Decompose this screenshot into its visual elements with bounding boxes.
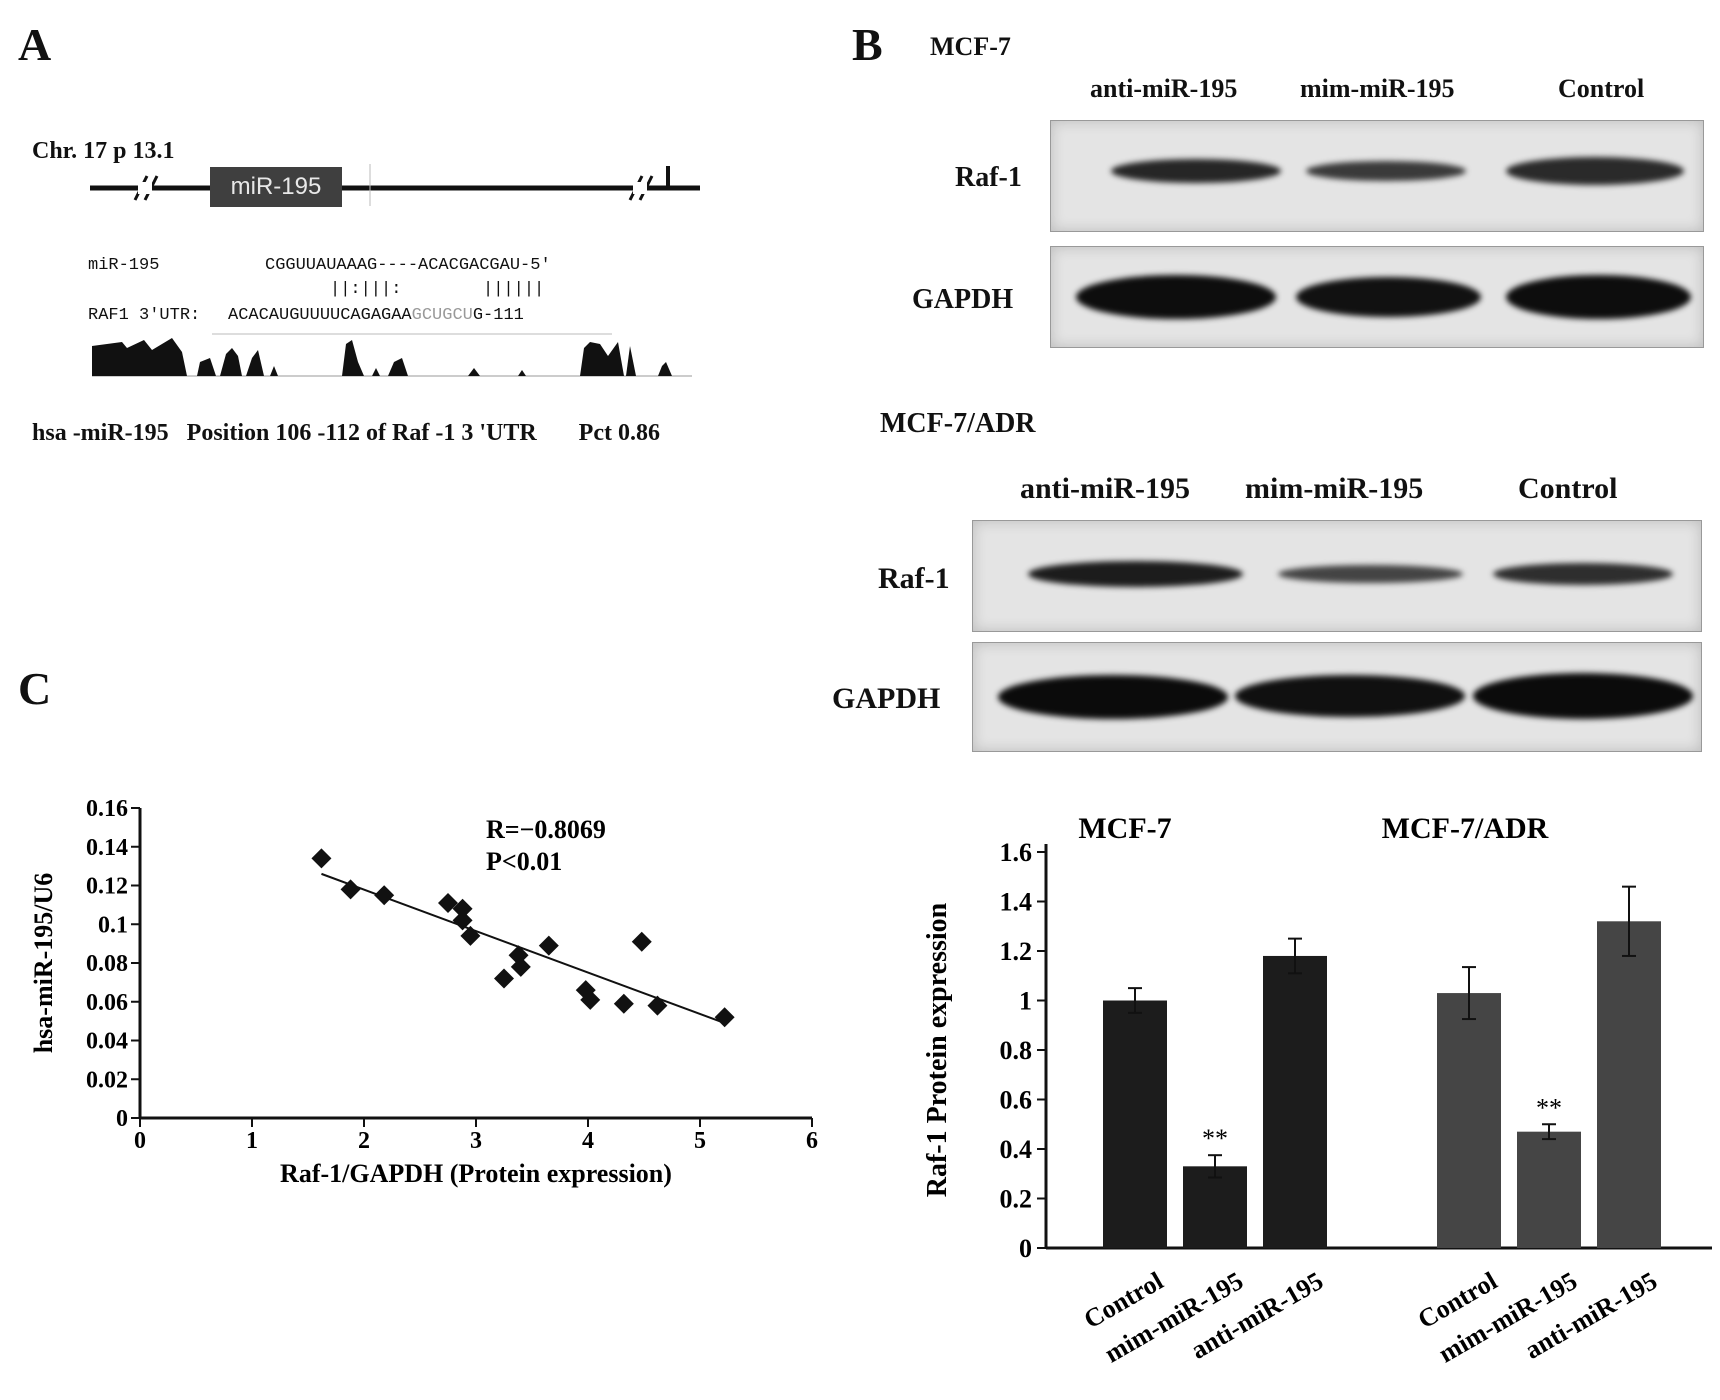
bar-y-axis-label: Raf-1 Protein expression <box>922 902 953 1197</box>
scatter-x-tick-label: 3 <box>470 1128 482 1154</box>
bar <box>1183 1166 1247 1248</box>
scatter-y-tick-label: 0.16 <box>86 796 128 822</box>
scatter-point <box>714 1007 735 1028</box>
mir-195-sequence: CGGUUAUAAAG----ACACGACGAU-5' <box>265 256 551 275</box>
scatter-point <box>374 885 395 906</box>
scatter-plot: 0 0.02 0.04 0.06 0.08 0.1 0.12 0.14 0.16 0 1 2 3 4 5 6 R… <box>29 796 818 1188</box>
scatter-y-tick-label: 0.08 <box>86 951 128 977</box>
blot2-raf1-band-control <box>1493 563 1673 585</box>
bar <box>1103 1000 1167 1248</box>
bar-y-tick-label: 1.2 <box>1000 937 1033 966</box>
scatter-point <box>580 989 601 1010</box>
blot2-lane-anti: anti-miR-195 <box>1020 472 1190 505</box>
scatter-y-tick-label: 0.06 <box>86 990 128 1016</box>
blot2-raf1-label: Raf-1 <box>878 562 950 595</box>
scatter-point <box>631 931 652 952</box>
blot2-gapdh-label: GAPDH <box>832 682 941 715</box>
target-site-caption: hsa -miR-195 Position 106 -112 of Raf -1… <box>32 420 660 446</box>
scatter-point <box>311 848 332 869</box>
scatter-x-tick-label: 4 <box>582 1128 594 1154</box>
blot1-gapdh-band-mim <box>1296 277 1481 317</box>
scatter-point <box>613 993 634 1014</box>
panel-b-letter: B <box>852 19 883 70</box>
chromosome-label: Chr. 17 p 13.1 <box>32 138 175 164</box>
bar <box>1597 921 1661 1248</box>
scatter-point <box>494 968 514 989</box>
scatter-point <box>510 956 531 977</box>
base-pairing-marks: ||:|||: |||||| <box>330 280 545 299</box>
blot2-gapdh-band-anti <box>998 675 1228 719</box>
blot2-lane-mim: mim-miR-195 <box>1245 472 1424 505</box>
blot2-cell-line: MCF-7/ADR <box>880 408 1036 439</box>
bar-y-tick-label: 0.6 <box>1000 1086 1033 1115</box>
blot1-raf1-band-mim <box>1306 161 1466 181</box>
bar-y-tick-label: 0.2 <box>1000 1185 1033 1214</box>
scatter-point <box>340 879 361 900</box>
bar <box>1437 993 1501 1248</box>
blot1-raf1-band-anti <box>1111 159 1281 183</box>
blot2-raf1-band-anti <box>1028 561 1243 587</box>
scatter-x-tick-label: 1 <box>246 1128 258 1154</box>
scatter-y-tick-label: 0.12 <box>86 874 128 900</box>
scatter-y-tick-label: 0.04 <box>86 1029 128 1055</box>
blot2-gapdh-band-control <box>1473 673 1693 719</box>
scatter-x-tick-label: 2 <box>358 1128 370 1154</box>
scatter-y-axis-label: hsa-miR-195/U6 <box>29 873 58 1054</box>
scatter-y-tick-label: 0.02 <box>86 1067 128 1093</box>
mir-195-seq-label: miR-195 <box>88 256 160 275</box>
bar <box>1517 1131 1581 1248</box>
bar-y-tick-label: 1 <box>1019 987 1032 1016</box>
panel-c-letter: C <box>18 663 52 714</box>
blot1-lane-anti: anti-miR-195 <box>1090 74 1238 103</box>
blot2-gapdh-membrane <box>972 642 1702 752</box>
scatter-r-value: R=−0.8069 <box>486 815 606 844</box>
blot1-raf1-membrane <box>1050 120 1704 232</box>
scatter-y-tick-label: 0.14 <box>86 835 128 861</box>
significance-marker: ** <box>1202 1124 1228 1153</box>
bar-group-title: MCF-7 <box>1078 812 1171 845</box>
scatter-x-tick-label: 5 <box>694 1128 706 1154</box>
mir-195-gene-box: miR-195 <box>210 167 342 207</box>
panel-a-letter: A <box>18 19 52 70</box>
significance-marker: ** <box>1536 1093 1562 1122</box>
scatter-p-value: P<0.01 <box>486 847 562 876</box>
bar-y-tick-label: 0.4 <box>1000 1135 1033 1164</box>
blot2-lane-control: Control <box>1518 472 1618 505</box>
blot1-cell-line: MCF-7 <box>930 32 1011 61</box>
scatter-point <box>538 935 559 956</box>
blot1-raf1-band-control <box>1506 157 1684 185</box>
blot1-gapdh-band-anti <box>1076 275 1276 319</box>
scatter-x-tick-label: 6 <box>806 1128 818 1154</box>
blot1-lane-mim: mim-miR-195 <box>1300 74 1455 103</box>
scatter-x-axis-label: Raf-1/GAPDH (Protein expression) <box>280 1159 672 1188</box>
gene-locus-diagram <box>90 164 700 206</box>
scatter-y-tick-label: 0.1 <box>98 912 128 938</box>
bar-y-tick-label: 0 <box>1019 1234 1032 1263</box>
blot2-raf1-membrane <box>972 520 1702 632</box>
scatter-point <box>452 898 473 919</box>
raf1-utr-label: RAF1 3'UTR: <box>88 306 201 325</box>
bar-y-tick-label: 0.8 <box>1000 1036 1033 1065</box>
scatter-y-tick-label: 0 <box>116 1106 128 1132</box>
conservation-track <box>92 333 692 377</box>
scatter-x-tick-label: 0 <box>134 1128 146 1154</box>
blot1-gapdh-band-control <box>1506 275 1691 319</box>
bar-chart: 0 0.2 0.4 0.6 0.8 1 1.2 1.4 1.6 Raf-1 Protein exp… <box>922 812 1712 1368</box>
raf1-utr-sequence: ACACAUGUUUUCAGAGAAGCUGCUG-111 <box>228 306 524 325</box>
blot2-raf1-band-mim <box>1278 565 1463 583</box>
bar-y-tick-label: 1.6 <box>1000 838 1033 867</box>
scatter-point <box>647 995 668 1016</box>
scatter-point <box>438 892 458 913</box>
scatter-point <box>460 925 481 946</box>
bar-group-title: MCF-7/ADR <box>1382 812 1549 845</box>
bar-y-tick-label: 1.4 <box>1000 888 1033 917</box>
blot1-lane-control: Control <box>1558 74 1645 103</box>
blot1-gapdh-membrane <box>1050 246 1704 348</box>
blot2-gapdh-band-mim <box>1235 675 1465 717</box>
blot1-gapdh-label: GAPDH <box>912 284 1014 315</box>
bar <box>1263 955 1327 1248</box>
scatter-point <box>452 910 473 931</box>
blot1-raf1-label: Raf-1 <box>955 162 1022 193</box>
